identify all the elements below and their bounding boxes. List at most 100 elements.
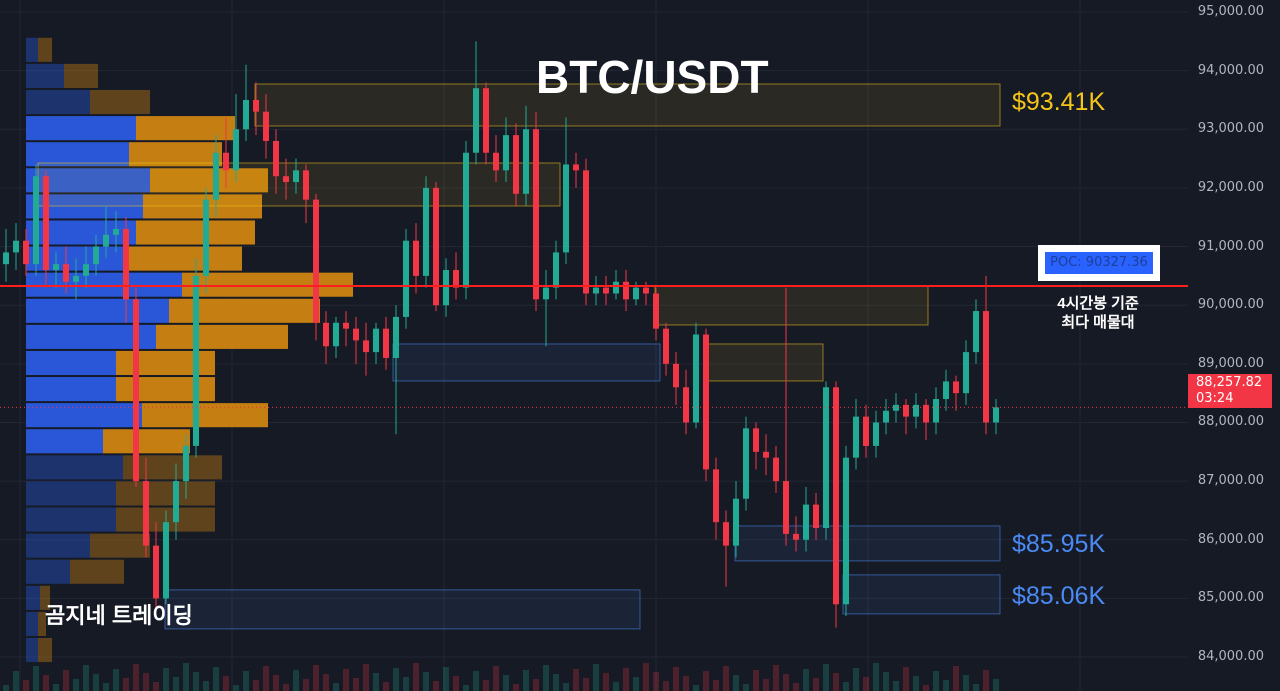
candle-body	[203, 199, 209, 276]
volume-bar	[163, 668, 169, 691]
candle-body	[303, 170, 309, 200]
candle-body	[783, 481, 789, 534]
y-tick-label: 84,000.00	[1197, 649, 1264, 665]
volume-bar	[603, 673, 609, 691]
volume-profile-sell	[129, 246, 242, 271]
candle-body	[813, 504, 819, 529]
zone-box	[734, 525, 1001, 562]
y-tick-label: 89,000.00	[1197, 355, 1264, 371]
candle-body	[733, 498, 739, 546]
candle-body	[673, 363, 679, 388]
poc-label: POC: 90327.36	[1045, 252, 1153, 274]
volume-profile-buy	[26, 585, 40, 610]
candle-body	[373, 328, 379, 353]
candle-body	[963, 352, 969, 394]
poc-label-box: POC: 90327.36	[1038, 245, 1160, 281]
volume-bar	[83, 665, 89, 691]
volume-bar	[643, 663, 649, 691]
volume-bar	[53, 684, 59, 691]
volume-profile-sell	[38, 37, 52, 62]
volume-bar	[923, 685, 929, 691]
y-tick-label: 91,000.00	[1197, 238, 1264, 254]
candle-body	[333, 322, 339, 347]
volume-bar	[733, 675, 739, 691]
volume-bar	[43, 675, 49, 691]
volume-bar	[693, 685, 699, 691]
candle-body	[523, 129, 529, 194]
candle-body	[363, 340, 369, 353]
volume-profile-sell	[116, 350, 215, 376]
volume-bar	[803, 669, 809, 691]
last-price: 88,257.82	[1196, 375, 1263, 390]
candle-body	[563, 164, 569, 253]
volume-profile-sell	[90, 89, 150, 115]
candle-body	[263, 111, 269, 142]
candle-body	[463, 152, 469, 288]
volume-bar	[103, 683, 109, 691]
zone-label-85-95k: $85.95K	[1012, 530, 1106, 558]
candle-body	[473, 88, 479, 153]
volume-bar	[833, 673, 839, 691]
candle-body	[623, 281, 629, 300]
volume-bar	[583, 678, 589, 691]
candle-body	[53, 264, 59, 271]
candle-body	[63, 264, 69, 282]
volume-bar	[843, 682, 849, 691]
candle-body	[313, 199, 319, 323]
volume-bar	[3, 685, 9, 691]
candle-body	[253, 99, 259, 112]
volume-profile-buy	[26, 559, 70, 584]
volume-bar	[673, 667, 679, 691]
candle-body	[73, 275, 79, 282]
candle-body	[713, 469, 719, 523]
candle-body	[763, 451, 769, 458]
candle-body	[383, 328, 389, 358]
last-price-tag: 88,257.82 03:24	[1188, 374, 1272, 408]
candle-body	[323, 322, 329, 347]
candle-body	[343, 322, 349, 329]
volume-bar	[63, 670, 69, 691]
volume-profile-buy	[26, 350, 116, 376]
volume-profile-sell	[70, 559, 124, 584]
zone-box	[392, 343, 661, 382]
candle-body	[393, 316, 399, 358]
volume-bar	[993, 679, 999, 691]
volume-bar	[483, 680, 489, 691]
volume-profile-sell	[142, 403, 268, 428]
poc-note: 4시간봉 기준 최다 매물대	[1030, 294, 1166, 332]
candle-body	[643, 287, 649, 294]
candle-body	[413, 240, 419, 276]
volume-bar	[503, 675, 509, 691]
candle-body	[503, 135, 509, 171]
candle-body	[593, 287, 599, 294]
candle-body	[163, 522, 169, 599]
candle-body	[233, 129, 239, 171]
volume-bar	[393, 668, 399, 691]
volume-bar	[943, 680, 949, 691]
volume-bar	[123, 678, 129, 691]
volume-bar	[33, 666, 39, 691]
y-tick-label: 95,000.00	[1197, 4, 1264, 19]
candle-body	[633, 287, 639, 300]
volume-profile-buy	[26, 246, 129, 271]
volume-profile-sell	[150, 168, 268, 193]
volume-bar	[913, 676, 919, 691]
volume-bar	[763, 679, 769, 691]
chart-title: BTC/USDT	[536, 51, 769, 103]
candle-body	[293, 170, 299, 183]
poc-note-line1: 4시간봉 기준	[1057, 295, 1139, 312]
candle-body	[483, 88, 489, 153]
zone-box	[842, 574, 1001, 615]
candle-body	[23, 240, 29, 265]
zone-box	[37, 162, 561, 207]
candle-body	[863, 416, 869, 446]
candle-body	[353, 328, 359, 341]
volume-profile-buy	[26, 142, 129, 167]
candle-body	[283, 176, 289, 183]
candle-body	[533, 129, 539, 300]
volume-bar	[173, 677, 179, 691]
volume-profile-buy	[26, 220, 136, 245]
candle-body	[943, 381, 949, 400]
candle-body	[213, 152, 219, 200]
